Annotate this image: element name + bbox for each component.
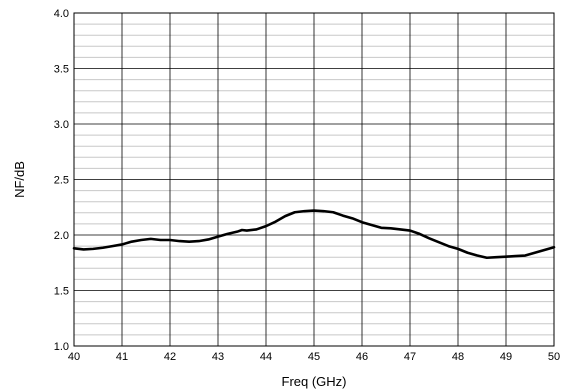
x-tick-labels: 40 41 42 43 44 45 46 47 48 49 50 bbox=[68, 351, 560, 363]
x-tick-label: 40 bbox=[68, 351, 80, 363]
y-tick-label: 3.5 bbox=[54, 64, 69, 76]
x-tick-label: 48 bbox=[452, 351, 464, 363]
y-tick-label: 4.0 bbox=[54, 8, 69, 20]
x-tick-label: 50 bbox=[548, 351, 560, 363]
x-tick-label: 44 bbox=[260, 351, 272, 363]
x-axis-label: Freq (GHz) bbox=[282, 374, 347, 389]
x-tick-label: 47 bbox=[404, 351, 416, 363]
y-tick-labels: 1.0 1.5 2.0 2.5 3.0 3.5 4.0 bbox=[54, 8, 69, 353]
major-grid bbox=[73, 12, 555, 347]
plot-frame bbox=[73, 12, 555, 347]
y-tick-label: 2.0 bbox=[54, 230, 69, 242]
x-tick-label: 49 bbox=[500, 351, 512, 363]
x-tick-label: 41 bbox=[116, 351, 128, 363]
x-tick-label: 43 bbox=[212, 351, 224, 363]
y-tick-label: 1.5 bbox=[54, 286, 69, 298]
y-tick-label: 3.0 bbox=[54, 119, 69, 131]
x-tick-label: 42 bbox=[164, 351, 176, 363]
x-tick-label: 45 bbox=[308, 351, 320, 363]
y-tick-label: 1.0 bbox=[54, 341, 69, 353]
x-tick-label: 46 bbox=[356, 351, 368, 363]
y-tick-label: 2.5 bbox=[54, 175, 69, 187]
y-axis-label: NF/dB bbox=[12, 161, 27, 198]
series-line-1 bbox=[72, 209, 556, 260]
series-layer bbox=[72, 209, 556, 260]
